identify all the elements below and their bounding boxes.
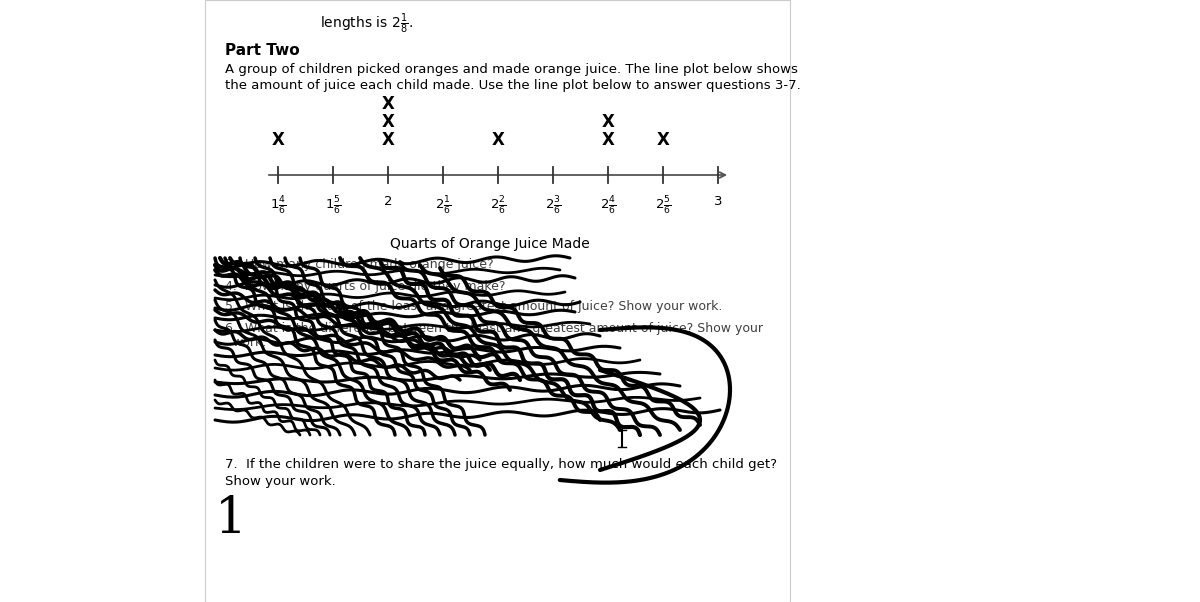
Text: X: X bbox=[382, 113, 395, 131]
Text: $2\frac{4}{6}$: $2\frac{4}{6}$ bbox=[600, 195, 616, 217]
Text: Quarts of Orange Juice Made: Quarts of Orange Juice Made bbox=[390, 237, 590, 251]
Text: X: X bbox=[382, 131, 395, 149]
Text: $2\frac{5}{6}$: $2\frac{5}{6}$ bbox=[655, 195, 671, 217]
Text: $2\frac{3}{6}$: $2\frac{3}{6}$ bbox=[545, 195, 562, 217]
Text: 1: 1 bbox=[215, 495, 247, 544]
Text: X: X bbox=[271, 131, 284, 149]
Text: X: X bbox=[492, 131, 504, 149]
Text: 5.  What is the sum of the least and greatest amount of juice? Show your work.: 5. What is the sum of the least and grea… bbox=[226, 300, 722, 313]
Text: 7.  If the children were to share the juice equally, how much would each child g: 7. If the children were to share the jui… bbox=[226, 458, 778, 471]
Text: A group of children picked oranges and made orange juice. The line plot below sh: A group of children picked oranges and m… bbox=[226, 63, 798, 76]
Text: X: X bbox=[656, 131, 670, 149]
Text: $3$: $3$ bbox=[713, 195, 722, 208]
Text: lengths is 2$\frac{1}{8}$.: lengths is 2$\frac{1}{8}$. bbox=[320, 12, 413, 36]
Text: the amount of juice each child made. Use the line plot below to answer questions: the amount of juice each child made. Use… bbox=[226, 79, 800, 92]
Text: $1\frac{5}{6}$: $1\frac{5}{6}$ bbox=[325, 195, 341, 217]
Text: $2$: $2$ bbox=[384, 195, 392, 208]
Text: X: X bbox=[601, 113, 614, 131]
Text: X: X bbox=[382, 95, 395, 113]
Text: X: X bbox=[601, 131, 614, 149]
Text: $2\frac{2}{6}$: $2\frac{2}{6}$ bbox=[490, 195, 506, 217]
Text: 3.  How many children made orange juice?: 3. How many children made orange juice? bbox=[226, 258, 493, 271]
Text: 4.  How many quarts of juice did they make?: 4. How many quarts of juice did they mak… bbox=[226, 280, 505, 293]
Text: $2\frac{1}{6}$: $2\frac{1}{6}$ bbox=[434, 195, 451, 217]
Text: Show your work.: Show your work. bbox=[226, 475, 336, 488]
Bar bbox=[205, 0, 790, 602]
Text: 6.  What is the difference between the least and greatest amount of juice? Show : 6. What is the difference between the le… bbox=[226, 322, 763, 335]
Text: work.: work. bbox=[232, 336, 266, 349]
Text: Part Two: Part Two bbox=[226, 43, 300, 58]
Text: $1\frac{4}{6}$: $1\frac{4}{6}$ bbox=[270, 195, 286, 217]
